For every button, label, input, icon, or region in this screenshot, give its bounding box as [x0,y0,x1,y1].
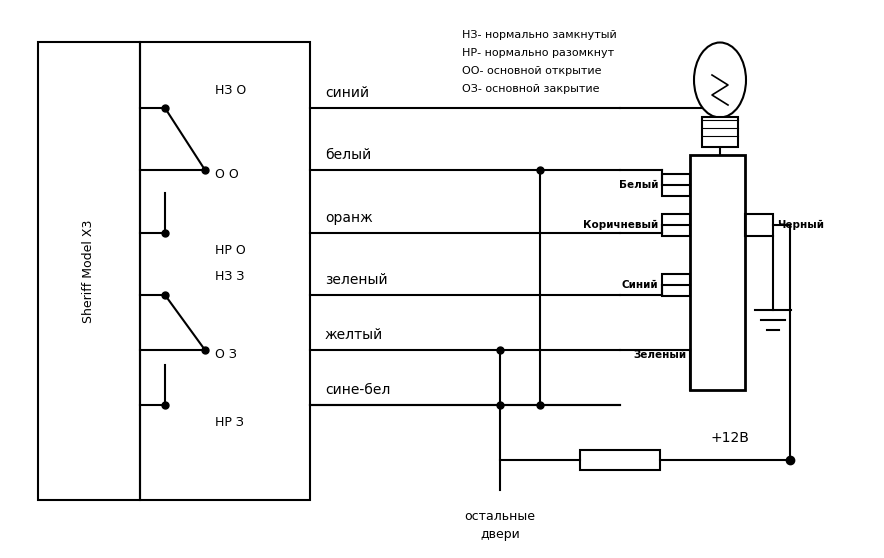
Text: Белый: Белый [619,180,658,190]
Text: +12В: +12В [711,431,750,445]
Text: ОО- основной открытие: ОО- основной открытие [462,66,601,76]
Text: НР О: НР О [215,244,246,257]
Text: двери: двери [480,528,520,541]
Text: ОЗ- основной закрытие: ОЗ- основной закрытие [462,84,599,94]
Text: НЗ О: НЗ О [215,84,247,97]
Bar [662,174,690,196]
Text: О О: О О [215,169,239,181]
Text: НЗ- нормально замкнутый: НЗ- нормально замкнутый [462,30,617,40]
Bar [140,42,310,500]
Text: Коричневый: Коричневый [583,220,658,230]
Text: остальные: остальные [464,510,536,523]
Bar [38,42,140,500]
Ellipse shape [694,42,746,118]
Text: оранж: оранж [325,211,373,225]
Text: НЗ З: НЗ З [215,271,244,283]
Text: Черный: Черный [777,220,824,230]
Bar [690,155,745,390]
Bar [702,117,738,147]
Text: НР З: НР З [215,416,244,430]
Text: Sheriff Model X3: Sheriff Model X3 [82,219,95,323]
Bar [662,274,690,296]
Text: желтый: желтый [325,328,384,342]
Text: О З: О З [215,349,237,362]
Text: синий: синий [325,86,370,100]
Text: НР- нормально разомкнут: НР- нормально разомкнут [462,48,614,58]
Text: сине-бел: сине-бел [325,383,391,397]
Bar [662,214,690,236]
Bar [580,450,660,470]
Text: Зеленый: Зеленый [633,350,686,360]
Text: зеленый: зеленый [325,273,387,287]
Text: Синий: Синий [621,280,658,290]
Text: белый: белый [325,148,371,162]
Bar [745,214,773,236]
